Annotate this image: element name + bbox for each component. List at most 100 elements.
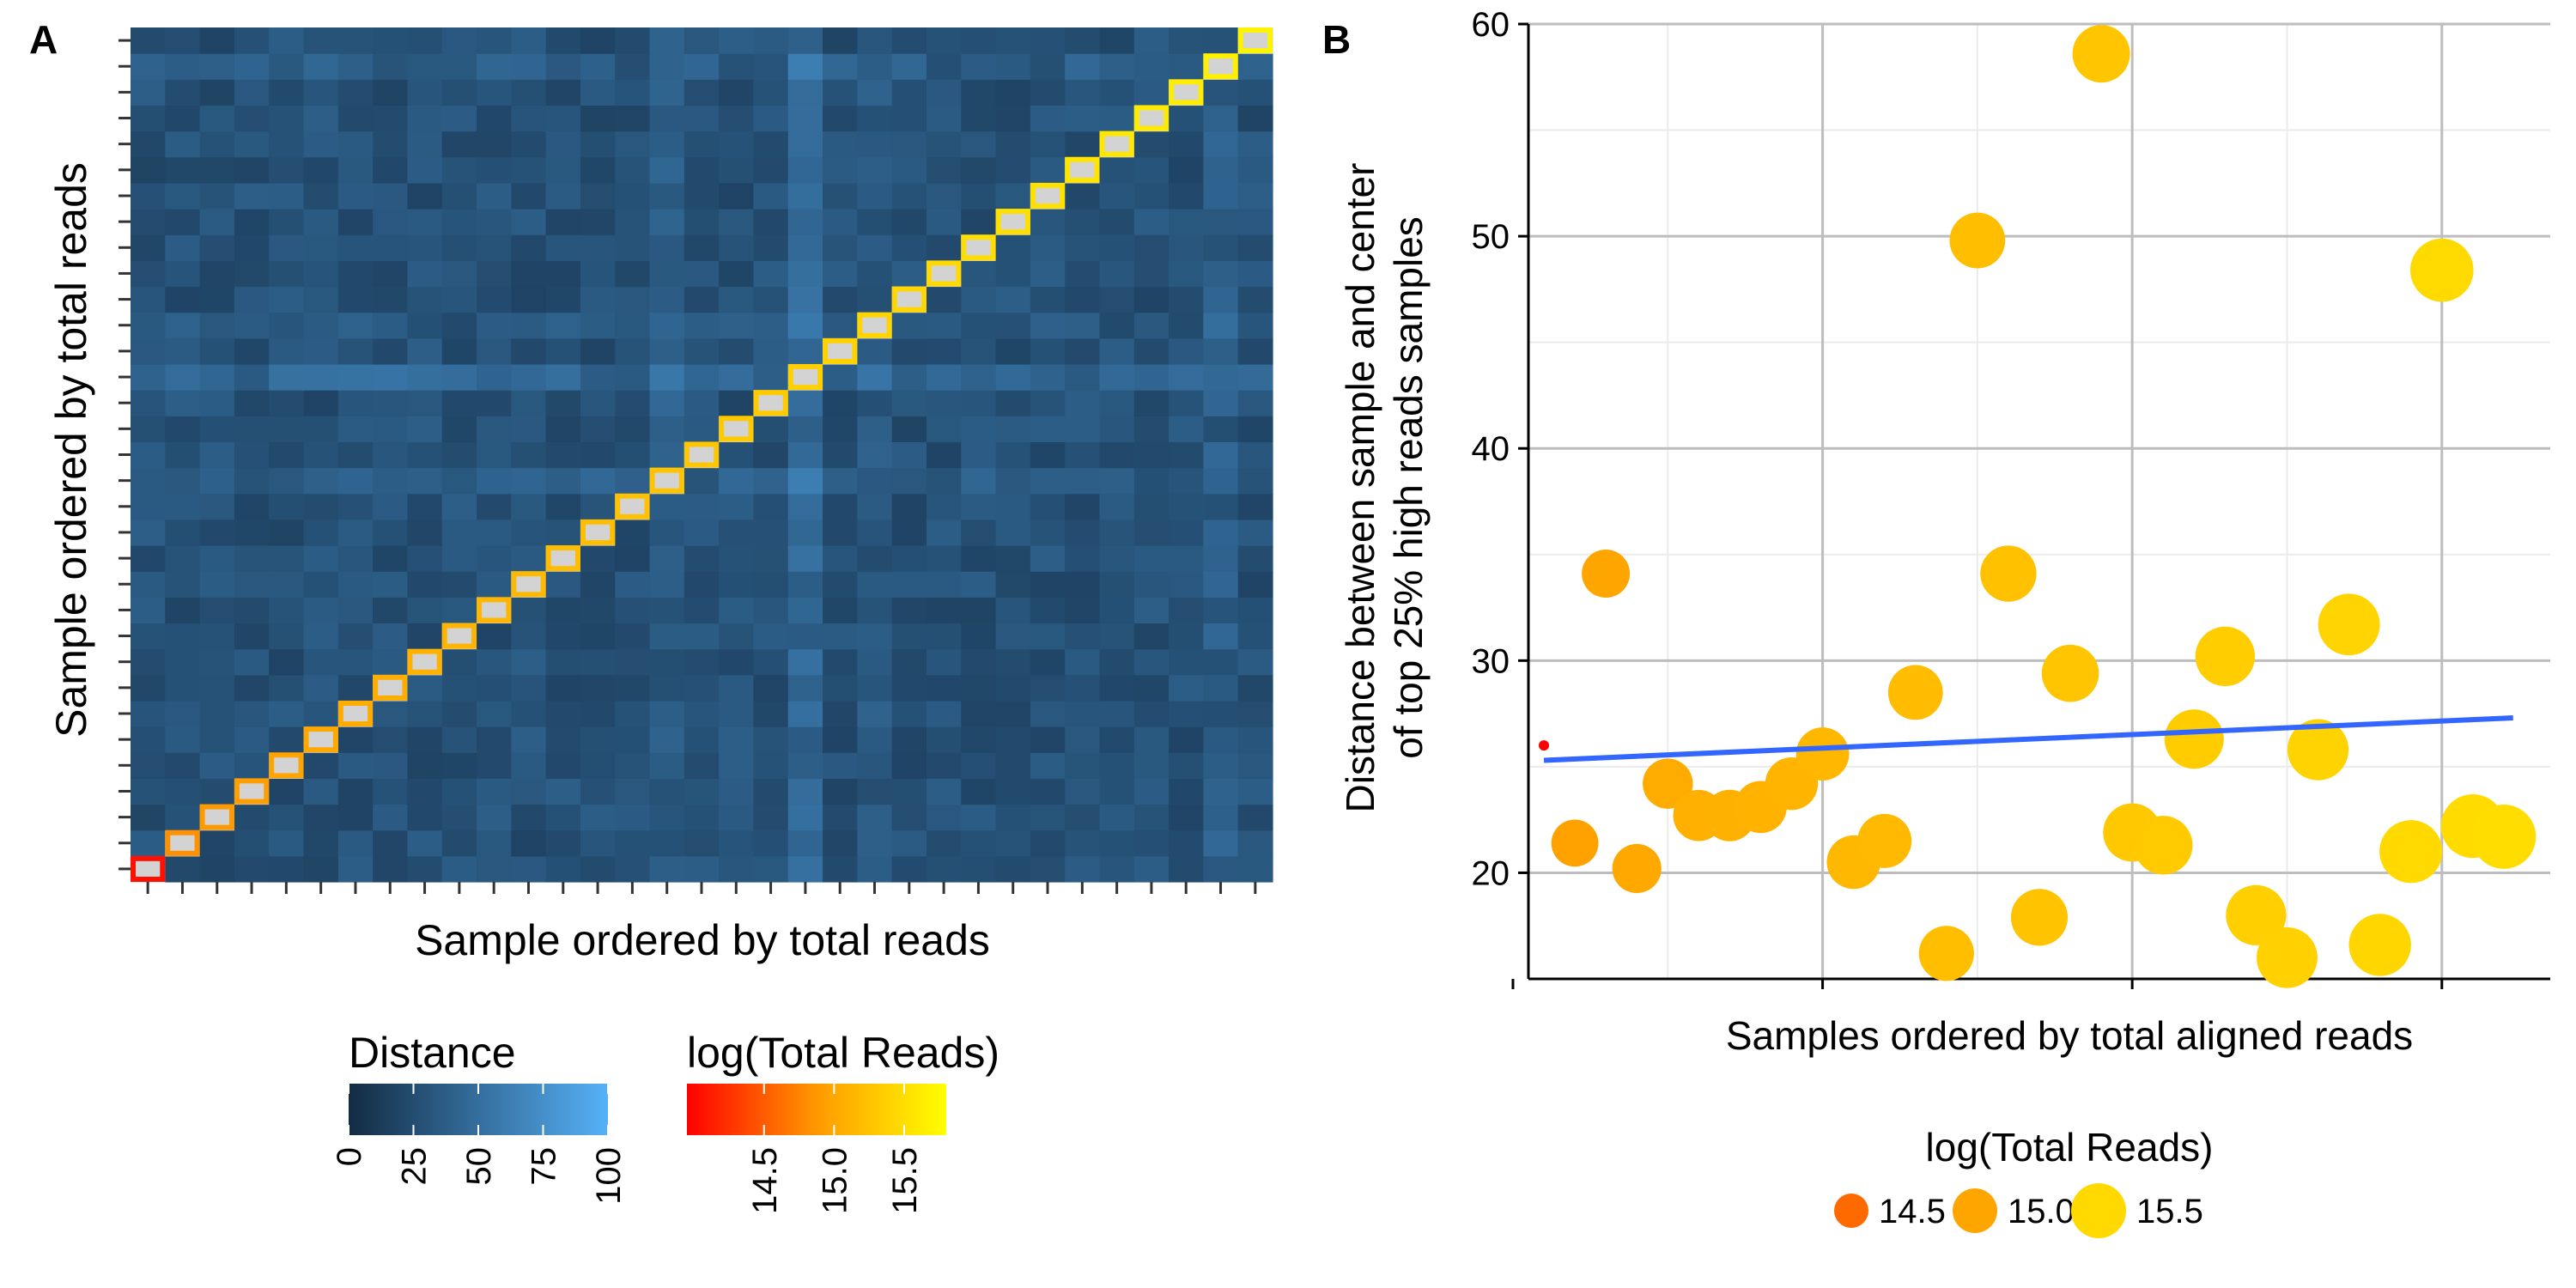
heatmap-cell [649, 519, 685, 546]
y-tick-label: 20 [1472, 854, 1510, 892]
heatmap-cell [961, 416, 997, 443]
heatmap-cell [545, 597, 581, 624]
heatmap-cell [1169, 234, 1204, 261]
heatmap-cell [926, 674, 962, 702]
heatmap-cell [580, 571, 616, 598]
heatmap-cell [683, 674, 720, 702]
heatmap-cell [131, 597, 166, 624]
heatmap-cell [753, 674, 789, 702]
heatmap-cell [337, 441, 374, 469]
heatmap-cell [926, 726, 962, 753]
heatmap-cell [995, 416, 1031, 443]
heatmap-cell [165, 778, 201, 805]
heatmap-cell [373, 286, 409, 313]
heatmap-cell [719, 286, 755, 313]
heatmap-cell [269, 156, 305, 184]
heatmap-cell [441, 390, 477, 416]
heatmap-cell [649, 726, 685, 753]
heatmap-cell [131, 804, 166, 831]
heatmap-cell [234, 131, 270, 158]
heatmap-cell [995, 855, 1031, 883]
heatmap-cell [683, 493, 720, 520]
heatmap-cell [441, 700, 477, 727]
reads-colorbar-title: log(Total Reads) [687, 1029, 999, 1077]
heatmap-cell [1169, 182, 1204, 210]
colorbar-tick-label: 0 [331, 1147, 368, 1166]
scatter-point [2195, 626, 2256, 687]
heatmap-cell [995, 312, 1031, 339]
heatmap-cell [857, 674, 893, 702]
heatmap-cell [683, 804, 720, 831]
heatmap-cell [1030, 105, 1066, 132]
heatmap-cell [131, 726, 166, 753]
heatmap-cell [683, 286, 720, 313]
heatmap-cell [477, 467, 512, 495]
heatmap-cell [823, 156, 858, 184]
heatmap-cell [1065, 131, 1101, 158]
heatmap-cell [857, 493, 893, 520]
heatmap-cell [926, 804, 962, 831]
heatmap-cell [337, 752, 374, 779]
diagonal-outline [719, 416, 754, 442]
heatmap-cell [823, 390, 858, 416]
distance-legend-title: Distance [349, 1029, 516, 1077]
heatmap-cell [303, 53, 339, 80]
heatmap-cell [407, 674, 443, 702]
heatmap-cell [823, 545, 858, 572]
heatmap-cell [234, 493, 270, 520]
heatmap-cell [1169, 337, 1204, 365]
heatmap-cell [891, 53, 927, 80]
heatmap-cell [683, 234, 720, 261]
diagonal-outline [337, 700, 374, 727]
heatmap-cell [1169, 545, 1204, 572]
heatmap-cell [477, 131, 512, 158]
heatmap-cell [269, 53, 305, 80]
heatmap-cell [1030, 519, 1066, 546]
heatmap-cell [683, 571, 720, 598]
heatmap-cell [857, 286, 893, 313]
heatmap-cell [234, 674, 270, 702]
heatmap-cell [165, 545, 201, 572]
heatmap-cell [823, 131, 858, 158]
heatmap-cell [719, 855, 755, 883]
heatmap-cell [441, 156, 477, 184]
scatter-point [2409, 238, 2474, 302]
heatmap-cell [1203, 752, 1239, 779]
heatmap-cell [787, 519, 823, 546]
heatmap-cell [615, 363, 651, 391]
heatmap-cell [303, 597, 339, 624]
heatmap-cell [269, 519, 305, 546]
heatmap-cell [1237, 674, 1273, 702]
heatmap-cell [1065, 441, 1101, 469]
heatmap-cell [615, 441, 651, 469]
heatmap-cell [545, 855, 581, 883]
heatmap-cell [337, 182, 374, 210]
heatmap-cell [477, 545, 512, 572]
heatmap-cell [165, 726, 201, 753]
heatmap-cell [511, 519, 547, 546]
heatmap-cell [1030, 467, 1066, 495]
heatmap-cell [1237, 597, 1273, 624]
heatmap-cell [545, 623, 581, 650]
heatmap-cell [753, 131, 789, 158]
heatmap-cell [719, 700, 755, 727]
heatmap-cell [234, 209, 270, 235]
heatmap-cell [165, 209, 201, 235]
heatmap-cell [615, 337, 651, 365]
scatter-point [1795, 727, 1850, 781]
heatmap-cell [269, 79, 305, 106]
heatmap-cell [234, 27, 270, 54]
heatmap-cell [615, 804, 651, 831]
heatmap-cell [1133, 597, 1170, 624]
heatmap-cell [131, 829, 166, 857]
heatmap-cell [1203, 804, 1239, 831]
heatmap-cell [511, 597, 547, 624]
heatmap-cell [441, 597, 477, 624]
heatmap-cell [615, 260, 651, 288]
heatmap-cell [165, 493, 201, 520]
heatmap-cell [1169, 416, 1204, 443]
heatmap-cell [269, 623, 305, 650]
heatmap-cell [1030, 286, 1066, 313]
heatmap-cell [995, 778, 1031, 805]
reads-colorbar [687, 1084, 946, 1135]
